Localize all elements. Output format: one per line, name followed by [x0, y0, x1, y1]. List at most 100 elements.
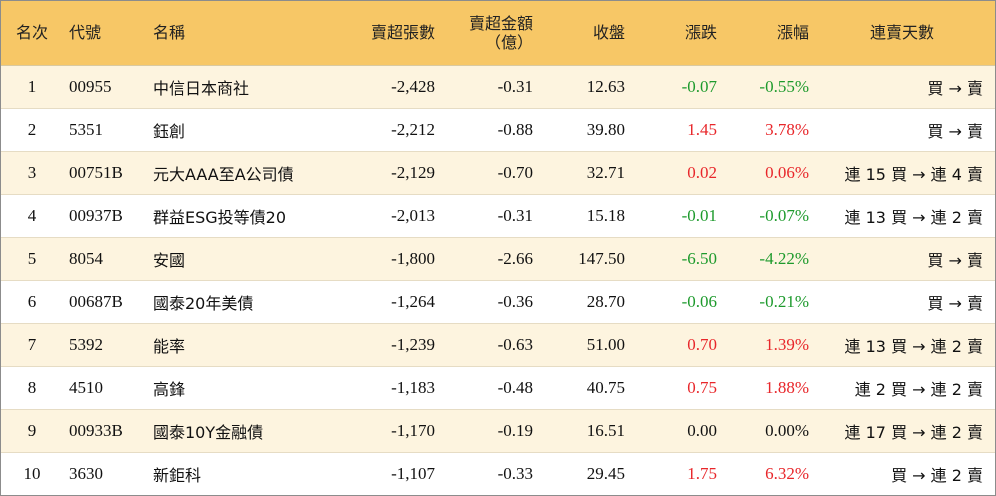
table-row: 8 4510 高鋒 -1,183 -0.48 40.75 0.75 1.88% 連 2 買 → … [1, 365, 995, 409]
cell-sell-amount: -0.33 [441, 451, 539, 495]
header-close: 收盤 [592, 23, 625, 43]
cell-sell-volume: -2,129 [339, 150, 441, 194]
cell-sell-volume: -1,107 [339, 451, 441, 495]
table-body: 1 00955 中信日本商社 -2,428 -0.31 12.63 -0.07 -0.55% 買… [1, 64, 995, 495]
cell-days: 連 13 買 → 連 2 賣 [815, 193, 995, 237]
header-days: 連賣天數 [869, 23, 934, 43]
cell-sell-volume: -2,013 [339, 193, 441, 237]
cell-code: 00687B [63, 279, 147, 323]
table-row: 1 00955 中信日本商社 -2,428 -0.31 12.63 -0.07 -0.55% 買… [1, 64, 995, 108]
cell-close: 16.51 [539, 408, 631, 452]
cell-rank: 6 [1, 279, 63, 323]
cell-sell-amount: -0.63 [441, 322, 539, 366]
table-row: 10 3630 新鉅科 -1,107 -0.33 29.45 1.75 6.32% 買 → 連 … [1, 451, 995, 495]
cell-change: 0.75 [631, 365, 723, 409]
cell-days: 買 → 賣 [815, 64, 995, 108]
cell-change-pct: 0.00% [723, 408, 815, 452]
cell-change-pct: -4.22% [723, 236, 815, 280]
cell-name: 國泰20年美債 [147, 279, 339, 323]
table-row: 4 00937B 群益ESG投等債20 -2,013 -0.31 15.18 -0.01 -0… [1, 193, 995, 237]
cell-sell-volume: -1,183 [339, 365, 441, 409]
cell-days: 買 → 賣 [815, 279, 995, 323]
cell-change: -0.06 [631, 279, 723, 323]
cell-rank: 8 [1, 365, 63, 409]
cell-sell-amount: -0.36 [441, 279, 539, 323]
cell-sell-amount: -0.48 [441, 365, 539, 409]
header-sell-amount-unit: （億） [484, 32, 533, 52]
cell-close: 40.75 [539, 365, 631, 409]
cell-close: 147.50 [539, 236, 631, 280]
cell-name: 元大AAA至A公司債 [147, 150, 339, 194]
cell-rank: 1 [1, 64, 63, 108]
cell-sell-amount: -0.31 [441, 193, 539, 237]
cell-days: 連 13 買 → 連 2 賣 [815, 322, 995, 366]
cell-change: 0.70 [631, 322, 723, 366]
cell-change: 0.00 [631, 408, 723, 452]
cell-sell-amount: -0.70 [441, 150, 539, 194]
cell-rank: 9 [1, 408, 63, 452]
cell-change-pct: 1.88% [723, 365, 815, 409]
cell-close: 28.70 [539, 279, 631, 323]
cell-rank: 4 [1, 193, 63, 237]
cell-rank: 2 [1, 107, 63, 151]
cell-close: 39.80 [539, 107, 631, 151]
cell-sell-volume: -2,428 [339, 64, 441, 108]
cell-name: 高鋒 [147, 365, 339, 409]
cell-change: 1.75 [631, 451, 723, 495]
table-row: 2 5351 鈺創 -2,212 -0.88 39.80 1.45 3.78% 買 → 賣 [1, 107, 995, 151]
cell-change-pct: -0.55% [723, 64, 815, 108]
header-row: 名次 代號 名稱 賣超張數 賣超金額 （億） 收盤 漲跌 漲幅 連賣天數 [1, 1, 995, 65]
cell-code: 00751B [63, 150, 147, 194]
cell-sell-volume: -1,800 [339, 236, 441, 280]
cell-days: 連 15 買 → 連 4 賣 [815, 150, 995, 194]
cell-change-pct: 6.32% [723, 451, 815, 495]
cell-change: 1.45 [631, 107, 723, 151]
cell-sell-volume: -1,239 [339, 322, 441, 366]
cell-code: 8054 [63, 236, 147, 280]
table-row: 5 8054 安國 -1,800 -2.66 147.50 -6.50 -4.22% 買 → 賣 [1, 236, 995, 280]
cell-change: -0.07 [631, 64, 723, 108]
cell-change: -0.01 [631, 193, 723, 237]
cell-code: 00955 [63, 64, 147, 108]
header-change-pct: 漲幅 [776, 23, 809, 43]
cell-days: 連 17 買 → 連 2 賣 [815, 408, 995, 452]
cell-change: 0.02 [631, 150, 723, 194]
cell-name: 鈺創 [147, 107, 339, 151]
cell-days: 買 → 賣 [815, 236, 995, 280]
cell-rank: 3 [1, 150, 63, 194]
cell-sell-amount: -2.66 [441, 236, 539, 280]
header-code: 代號 [69, 23, 102, 43]
cell-close: 15.18 [539, 193, 631, 237]
cell-code: 3630 [63, 451, 147, 495]
cell-sell-volume: -1,264 [339, 279, 441, 323]
cell-rank: 7 [1, 322, 63, 366]
cell-close: 51.00 [539, 322, 631, 366]
cell-sell-volume: -2,212 [339, 107, 441, 151]
cell-sell-volume: -1,170 [339, 408, 441, 452]
cell-code: 4510 [63, 365, 147, 409]
cell-sell-amount: -0.31 [441, 64, 539, 108]
header-name: 名稱 [153, 23, 186, 43]
header-sell-amount-title: 賣超金額 [468, 13, 533, 33]
header-change: 漲跌 [684, 23, 717, 43]
cell-close: 29.45 [539, 451, 631, 495]
cell-change-pct: -0.07% [723, 193, 815, 237]
cell-code: 5392 [63, 322, 147, 366]
cell-code: 5351 [63, 107, 147, 151]
cell-rank: 10 [1, 451, 63, 495]
cell-change-pct: 1.39% [723, 322, 815, 366]
table-header: 名次 代號 名稱 賣超張數 賣超金額 （億） 收盤 漲跌 漲幅 連賣天數 [1, 1, 995, 65]
header-rank: 名次 [15, 23, 48, 43]
cell-name: 群益ESG投等債20 [147, 193, 339, 237]
cell-change-pct: -0.21% [723, 279, 815, 323]
cell-code: 00937B [63, 193, 147, 237]
cell-days: 連 2 買 → 連 2 賣 [815, 365, 995, 409]
cell-change: -6.50 [631, 236, 723, 280]
cell-days: 買 → 連 2 賣 [815, 451, 995, 495]
header-sell-volume: 賣超張數 [370, 23, 435, 43]
cell-name: 國泰10Y金融債 [147, 408, 339, 452]
cell-sell-amount: -0.88 [441, 107, 539, 151]
table-row: 9 00933B 國泰10Y金融債 -1,170 -0.19 16.51 0.00 0.00%… [1, 408, 995, 452]
